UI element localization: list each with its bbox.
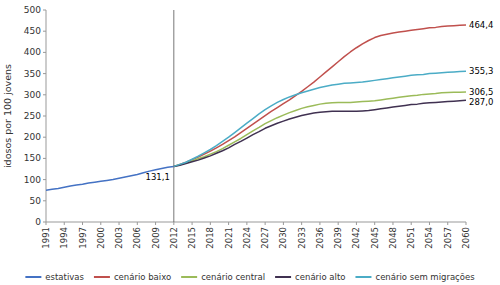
x-tick-label: 2003	[114, 227, 124, 249]
legend-item: cenário baixo	[94, 272, 171, 282]
x-tick-label: 2024	[242, 227, 252, 249]
y-tick-label: 0	[35, 217, 41, 227]
x-tick-label: 2000	[96, 227, 106, 249]
y-tick-label: 300	[24, 90, 41, 100]
x-tick-label: 2060	[461, 227, 471, 249]
x-tick-label: 2033	[297, 227, 307, 249]
x-tick-label: 2054	[424, 227, 434, 249]
x-tick-label: 2012	[169, 227, 179, 249]
legend-item: cenário alto	[275, 272, 345, 282]
x-tick-label: 1994	[59, 227, 69, 249]
x-tick-label: 2009	[151, 227, 161, 249]
x-tick-label: 2048	[388, 227, 398, 249]
legend-swatch	[181, 276, 197, 278]
x-tick-label: 1991	[41, 227, 51, 249]
y-axis-label: idosos por 100 jovens	[2, 64, 13, 168]
x-tick-label: 2030	[278, 227, 288, 249]
legend-item: cenário central	[181, 272, 265, 282]
x-tick-label: 2015	[187, 227, 197, 249]
x-tick-label: 2027	[260, 227, 270, 249]
legend-label: cenário baixo	[114, 272, 171, 282]
chart: 0 50 100 150 200 250 300 350 400 450 500 1991 1994 19…	[0, 0, 500, 285]
x-tick-label: 2018	[205, 227, 215, 249]
x-tick-label: 2021	[224, 227, 234, 249]
annotation: 306,5	[469, 87, 493, 97]
x-tick-label: 2036	[315, 227, 325, 249]
legend-label: cenário central	[201, 272, 265, 282]
series-line	[174, 100, 466, 166]
legend-swatch	[25, 276, 41, 278]
plot-area	[46, 10, 466, 222]
y-tick-label: 250	[24, 111, 41, 121]
legend-label: estativas	[45, 272, 84, 282]
series-line	[46, 166, 174, 190]
legend-item: cenário sem migrações	[355, 272, 475, 282]
x-axis-line	[46, 222, 466, 223]
annotation: 464,4	[469, 20, 493, 30]
annotation: 355,3	[469, 66, 493, 76]
annotation: 131,1	[145, 172, 169, 182]
x-tick-label: 2057	[443, 227, 453, 249]
annotation: 287,0	[469, 97, 493, 107]
series-line	[174, 25, 466, 166]
legend-label: cenário alto	[295, 272, 345, 282]
x-tick-label: 2045	[370, 227, 380, 249]
y-tick-label: 350	[24, 69, 41, 79]
x-tick-label: 1997	[78, 227, 88, 249]
y-tick-label: 200	[24, 132, 41, 142]
series-line	[174, 92, 466, 166]
x-tick-label: 2042	[351, 227, 361, 249]
y-tick-label: 50	[30, 196, 42, 206]
series-line	[174, 71, 466, 166]
y-tick-label: 100	[24, 175, 41, 185]
legend-swatch	[355, 276, 371, 278]
x-tick-label: 2006	[132, 227, 142, 249]
legend-label: cenário sem migrações	[375, 272, 475, 282]
reference-line	[173, 10, 174, 222]
legend-item: estativas	[25, 272, 84, 282]
x-tick-label: 2039	[333, 227, 343, 249]
y-tick-label: 150	[24, 153, 41, 163]
legend-swatch	[275, 276, 291, 278]
legend-swatch	[94, 276, 110, 278]
y-tick-label: 500	[24, 5, 41, 15]
x-tick-label: 2051	[406, 227, 416, 249]
legend: estativas cenário baixo cenário central cen…	[25, 272, 475, 282]
y-tick-label: 400	[24, 47, 41, 57]
y-tick-label: 450	[24, 26, 41, 36]
